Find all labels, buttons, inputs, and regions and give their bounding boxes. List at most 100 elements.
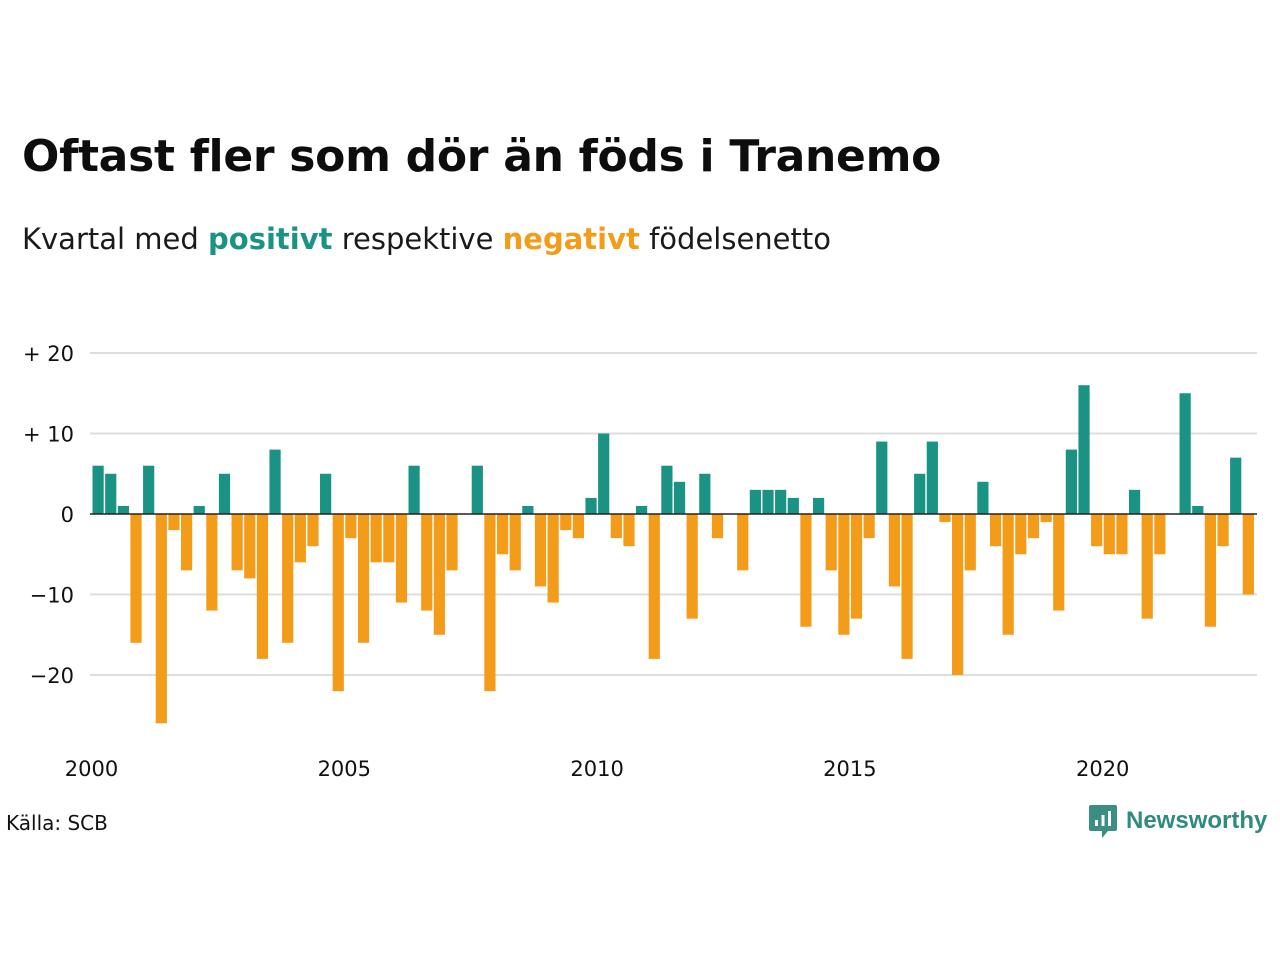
- bar: [914, 473, 926, 514]
- bar: [193, 505, 205, 514]
- bar: [787, 497, 799, 514]
- bar: [926, 441, 938, 514]
- y-tick-label: 0: [61, 503, 74, 527]
- bar: [1078, 385, 1090, 514]
- bar: [383, 514, 395, 563]
- bar: [1179, 393, 1191, 514]
- brand-logo[interactable]: Newsworthy: [1088, 803, 1267, 839]
- chart-title: Oftast fler som dör än föds i Tranemo: [22, 131, 942, 182]
- bar: [673, 481, 686, 514]
- bar: [800, 514, 812, 627]
- bar: [130, 514, 142, 643]
- subtitle-prefix: Kvartal med: [22, 222, 209, 256]
- bar: [547, 514, 559, 603]
- bar: [964, 514, 976, 571]
- bar: [345, 514, 357, 539]
- bar: [623, 514, 635, 547]
- bar: [1116, 514, 1128, 555]
- x-tick-label: 2020: [1076, 757, 1129, 781]
- bar: [155, 514, 167, 724]
- bar: [1015, 514, 1027, 555]
- bar: [534, 514, 547, 587]
- bar: [496, 514, 509, 555]
- bar: [1230, 457, 1242, 514]
- bar: [850, 514, 863, 619]
- bar: [636, 505, 648, 514]
- subtitle-middle: respektive: [332, 222, 503, 256]
- bar: [762, 489, 774, 514]
- bar: [1091, 514, 1103, 547]
- bar: [357, 514, 370, 643]
- bar: [1027, 514, 1040, 539]
- bar: [421, 514, 433, 611]
- newsworthy-logo-icon: [1089, 805, 1117, 838]
- bar: [282, 514, 294, 643]
- bar: [775, 489, 787, 514]
- y-tick-label: + 20: [23, 342, 74, 366]
- bar: [812, 497, 825, 514]
- subtitle-positive: positivt: [208, 222, 333, 256]
- bar: [711, 514, 724, 539]
- bar: [1128, 489, 1141, 514]
- bar: [699, 473, 711, 514]
- y-tick-label: + 10: [23, 423, 74, 447]
- subtitle-suffix: födelsenetto: [639, 222, 831, 256]
- x-tick-label: 2010: [570, 757, 623, 781]
- bar: [446, 514, 458, 571]
- bar: [1141, 514, 1153, 619]
- x-tick-label: 2000: [65, 757, 118, 781]
- bar: [105, 473, 117, 514]
- brand-name: Newsworthy: [1126, 807, 1268, 834]
- axes: + 20 + 10 0 −10 −20 2000 2005 2010 2015 2020: [23, 342, 1257, 781]
- bar: [117, 505, 129, 514]
- bar: [408, 465, 420, 514]
- bar: [206, 514, 218, 611]
- y-tick-label: −10: [30, 584, 74, 608]
- bar: [1053, 514, 1065, 611]
- y-tick-label: −20: [30, 664, 74, 688]
- bar: [509, 514, 521, 571]
- bar: [484, 514, 496, 692]
- bar: [1103, 514, 1115, 555]
- bar: [901, 514, 913, 659]
- bar: [686, 514, 698, 619]
- bar: [1065, 449, 1077, 514]
- bar: [168, 514, 180, 531]
- bar: [433, 514, 445, 635]
- bar: [560, 514, 572, 531]
- bar: [661, 465, 673, 514]
- subtitle-negative: negativt: [502, 222, 640, 256]
- bar: [572, 514, 585, 539]
- bar: [320, 473, 332, 514]
- bar: [585, 497, 597, 514]
- bar: [1040, 514, 1052, 523]
- bar: [825, 514, 837, 571]
- bar: [1204, 514, 1217, 627]
- bar: [244, 514, 256, 579]
- bar: [610, 514, 622, 539]
- bar: [989, 514, 1002, 547]
- bar: [522, 505, 534, 514]
- x-tick-label: 2015: [823, 757, 876, 781]
- bar: [648, 514, 660, 659]
- bar: [952, 514, 964, 675]
- bar: [1002, 514, 1014, 635]
- bar: [294, 514, 306, 563]
- bar: [471, 465, 483, 514]
- bar: [888, 514, 901, 587]
- bar: [395, 514, 408, 603]
- x-tick-label: 2005: [318, 757, 371, 781]
- bar: [332, 514, 344, 692]
- bar: [1192, 505, 1204, 514]
- bar: [1242, 514, 1254, 595]
- bar: [307, 514, 319, 547]
- bar: [838, 514, 850, 635]
- bar: [256, 514, 269, 659]
- bar: [231, 514, 243, 571]
- bar: [598, 433, 610, 514]
- bar: [269, 449, 281, 514]
- bar: [737, 514, 749, 571]
- bar: [863, 514, 875, 539]
- bar: [180, 514, 193, 571]
